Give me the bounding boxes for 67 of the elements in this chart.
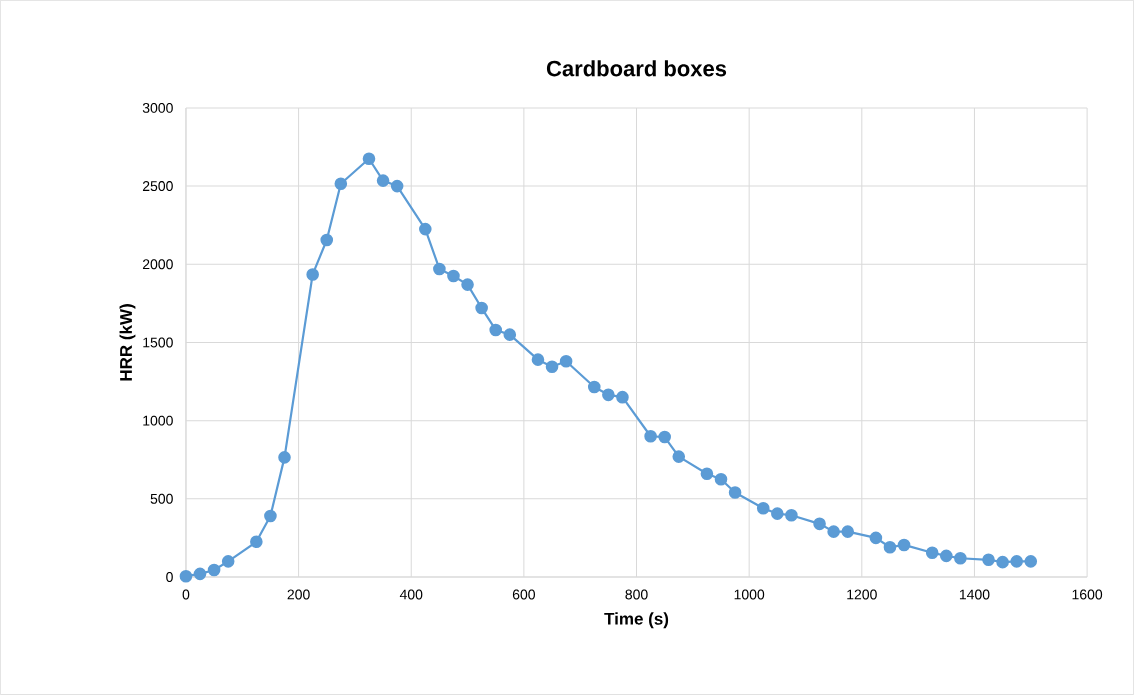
point — [616, 390, 629, 404]
point — [587, 380, 601, 394]
point — [264, 509, 277, 523]
point — [996, 555, 1009, 569]
x-tick-label: 200 — [287, 589, 310, 600]
point — [250, 535, 263, 549]
point — [475, 301, 488, 315]
x-tick-label: 1000 — [734, 589, 765, 600]
x-tick-label: 1600 — [1072, 589, 1103, 600]
point — [700, 467, 714, 481]
point — [869, 531, 883, 545]
point — [278, 451, 291, 464]
point — [714, 473, 728, 486]
point — [503, 328, 517, 341]
point — [419, 222, 432, 236]
x-tick-label: 600 — [512, 589, 536, 600]
x-tick-label: 1400 — [959, 589, 990, 600]
x-tick-label: 0 — [182, 589, 190, 600]
point — [447, 269, 460, 283]
y-tick-label: 500 — [150, 493, 173, 504]
point — [433, 262, 446, 276]
point — [939, 549, 953, 563]
point — [306, 268, 319, 281]
y-tick-label: 0 — [166, 572, 173, 582]
y-tick-label: 2000 — [142, 259, 173, 270]
point — [672, 450, 686, 463]
point — [545, 360, 559, 374]
y-tick-label: 1500 — [143, 337, 173, 348]
point — [644, 430, 657, 443]
point — [320, 233, 334, 247]
y-tick-label: 1000 — [143, 415, 173, 426]
point — [982, 553, 995, 567]
y-tick-label: 3000 — [142, 102, 173, 113]
point — [883, 541, 897, 554]
point — [531, 353, 545, 366]
point — [221, 555, 235, 568]
x-tick-label: 1200 — [847, 589, 877, 600]
point — [827, 525, 840, 538]
point — [756, 501, 770, 515]
point — [362, 152, 376, 166]
point — [1024, 555, 1038, 568]
point — [925, 546, 939, 560]
point — [193, 567, 207, 581]
y-tick-label: 2500 — [142, 181, 173, 192]
point — [813, 517, 826, 531]
y-axis-title: HRR (kW) — [119, 304, 136, 381]
point — [376, 174, 390, 187]
point — [179, 569, 193, 583]
point — [334, 177, 348, 191]
point — [489, 323, 503, 337]
x-tick-label: 800 — [625, 589, 648, 600]
point — [559, 354, 573, 368]
point — [390, 179, 404, 193]
point — [785, 508, 798, 522]
point — [461, 278, 474, 291]
point — [1010, 555, 1023, 568]
point — [728, 486, 742, 499]
point — [897, 538, 911, 552]
chart-title: Cardboard boxes — [546, 60, 727, 77]
x-tick-label: 400 — [399, 589, 423, 600]
point — [602, 388, 615, 402]
x-axis-title: Time (s) — [604, 612, 669, 629]
point — [207, 563, 221, 577]
point — [954, 551, 967, 565]
point — [841, 525, 855, 538]
point — [658, 430, 671, 444]
point — [771, 507, 784, 521]
